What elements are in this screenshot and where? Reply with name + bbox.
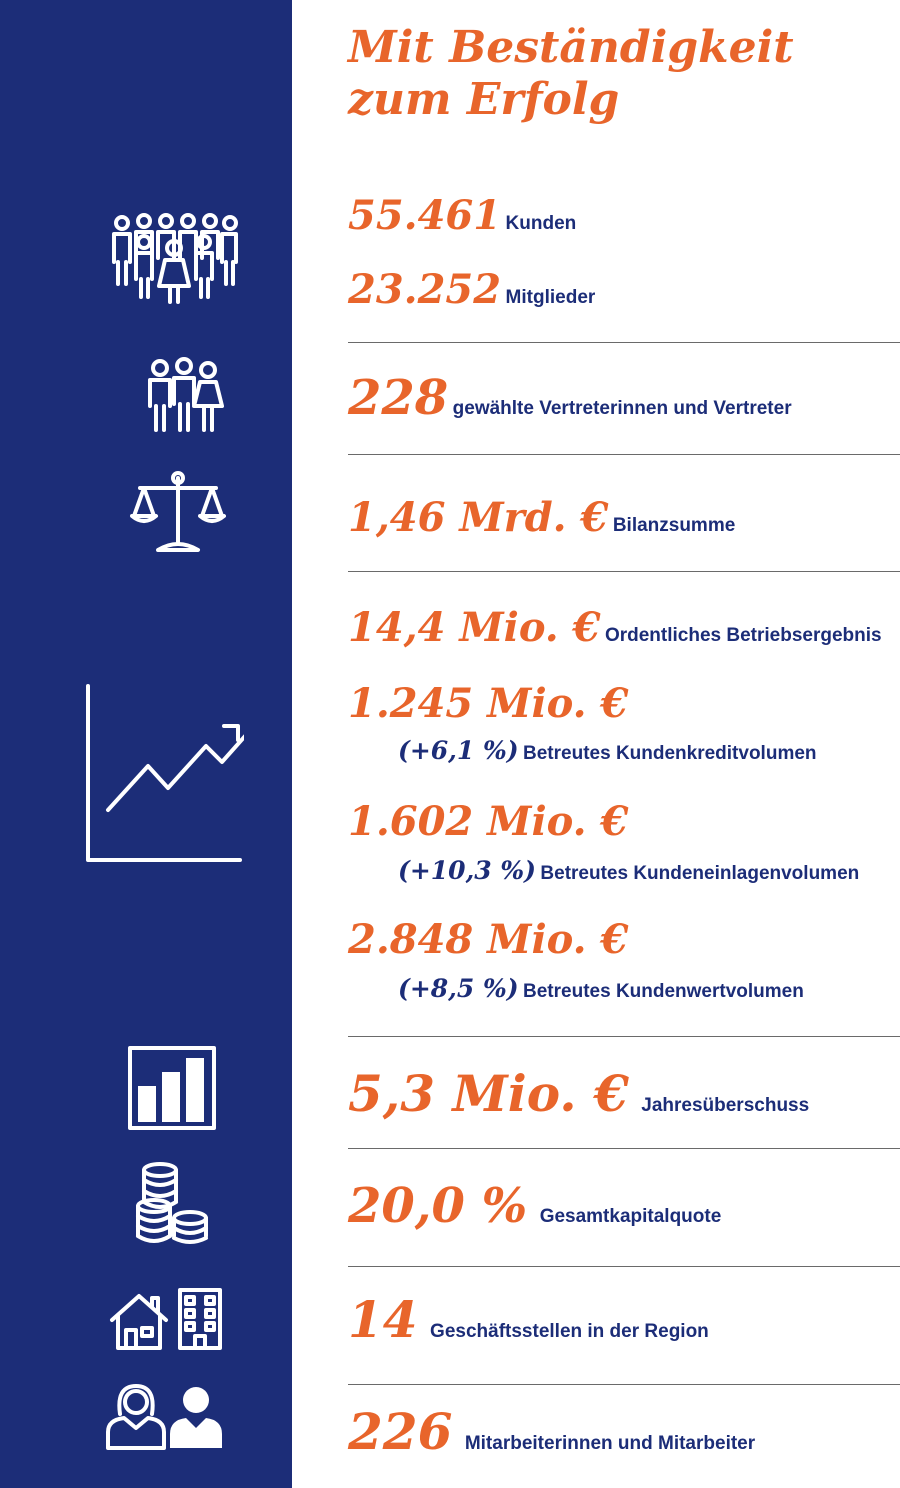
stat-value: 5,3 Mio. € bbox=[348, 1064, 629, 1123]
stat-value: 14 bbox=[348, 1290, 418, 1349]
stat-label: Mitarbeiterinnen und Mitarbeiter bbox=[464, 1433, 756, 1454]
stat-label: Gesamtkapitalquote bbox=[539, 1206, 722, 1227]
stat-change: (+6,1 %) bbox=[398, 736, 519, 765]
stat-betriebsergebnis: 14,4 Mio. € Ordentliches Betriebsergebni… bbox=[348, 604, 882, 651]
divider bbox=[348, 571, 900, 572]
bar-chart-icon bbox=[128, 1046, 216, 1130]
stat-value: 23.252 bbox=[348, 266, 502, 313]
stat-value: 14,4 Mio. € bbox=[348, 604, 601, 651]
stat-label: Betreutes Kundenwertvolumen bbox=[523, 981, 804, 1002]
growth-chart-icon bbox=[86, 684, 244, 862]
stat-change: (+8,5 %) bbox=[398, 974, 519, 1003]
stat-label: Betreutes Kundeneinlagenvolumen bbox=[540, 863, 860, 884]
office-building-icon bbox=[178, 1288, 222, 1350]
stat-vertreter: 228 gewählte Vertreterinnen und Vertrete… bbox=[348, 370, 792, 426]
stat-value: 1.245 Mio. € bbox=[348, 680, 629, 727]
stat-kundenwert: 2.848 Mio. € bbox=[348, 916, 628, 963]
icon-sidebar bbox=[0, 0, 292, 1488]
crowd-icon bbox=[112, 213, 238, 304]
stat-label: Ordentliches Betriebsergebnis bbox=[604, 625, 882, 646]
stat-value: 228 bbox=[348, 370, 449, 426]
stat-bilanzsumme: 1,46 Mrd. € Bilanzsumme bbox=[348, 494, 735, 541]
stat-value: 55.461 bbox=[348, 192, 502, 239]
employees-icon bbox=[106, 1384, 222, 1450]
divider bbox=[348, 1148, 900, 1149]
stat-kundenkredit-detail: (+6,1 %) Betreutes Kundenkreditvolumen bbox=[398, 736, 817, 765]
stat-kundeneinlagen-detail: (+10,3 %) Betreutes Kundeneinlagenvolume… bbox=[398, 856, 859, 885]
stat-kundeneinlagen: 1.602 Mio. € bbox=[348, 798, 628, 845]
stat-kundenwert-detail: (+8,5 %) Betreutes Kundenwertvolumen bbox=[398, 974, 804, 1003]
page-title: Mit Beständigkeit zum Erfolg bbox=[348, 22, 888, 126]
divider bbox=[348, 1036, 900, 1037]
divider bbox=[348, 454, 900, 455]
divider bbox=[348, 342, 900, 343]
stat-label: Betreutes Kundenkreditvolumen bbox=[523, 743, 817, 764]
scale-icon bbox=[130, 471, 226, 552]
stat-value: 226 bbox=[348, 1402, 453, 1461]
stat-label: Geschäftsstellen in der Region bbox=[430, 1321, 709, 1342]
coins-icon bbox=[136, 1162, 208, 1244]
stat-value: 20,0 % bbox=[348, 1178, 528, 1234]
stat-value: 1.602 Mio. € bbox=[348, 798, 629, 845]
stat-kunden: 55.461 Kunden bbox=[348, 192, 576, 239]
stat-jahresueberschuss: 5,3 Mio. € Jahresüberschuss bbox=[348, 1064, 809, 1123]
stat-value: 2.848 Mio. € bbox=[348, 916, 629, 963]
divider bbox=[348, 1266, 900, 1267]
stat-kapitalquote: 20,0 % Gesamtkapitalquote bbox=[348, 1178, 721, 1234]
stat-label: Bilanzsumme bbox=[612, 515, 736, 536]
stat-mitglieder: 23.252 Mitglieder bbox=[348, 266, 595, 313]
divider bbox=[348, 1384, 900, 1385]
stat-kundenkredit: 1.245 Mio. € bbox=[348, 680, 628, 727]
stat-label: Kunden bbox=[505, 213, 577, 234]
stat-value: 1,46 Mrd. € bbox=[348, 494, 609, 541]
stat-change: (+10,3 %) bbox=[398, 856, 536, 885]
title-line-2: zum Erfolg bbox=[348, 74, 620, 125]
stat-label: Mitglieder bbox=[505, 287, 596, 308]
stat-mitarbeiter: 226 Mitarbeiterinnen und Mitarbeiter bbox=[348, 1402, 755, 1461]
title-line-1: Mit Beständigkeit bbox=[348, 22, 794, 73]
stat-label: Jahresüberschuss bbox=[641, 1095, 810, 1116]
group-icon bbox=[148, 357, 224, 432]
stat-geschaeftsstellen: 14 Geschäftsstellen in der Region bbox=[348, 1290, 709, 1349]
stat-label: gewählte Vertreterinnen und Vertreter bbox=[452, 398, 792, 419]
house-icon bbox=[110, 1294, 168, 1350]
